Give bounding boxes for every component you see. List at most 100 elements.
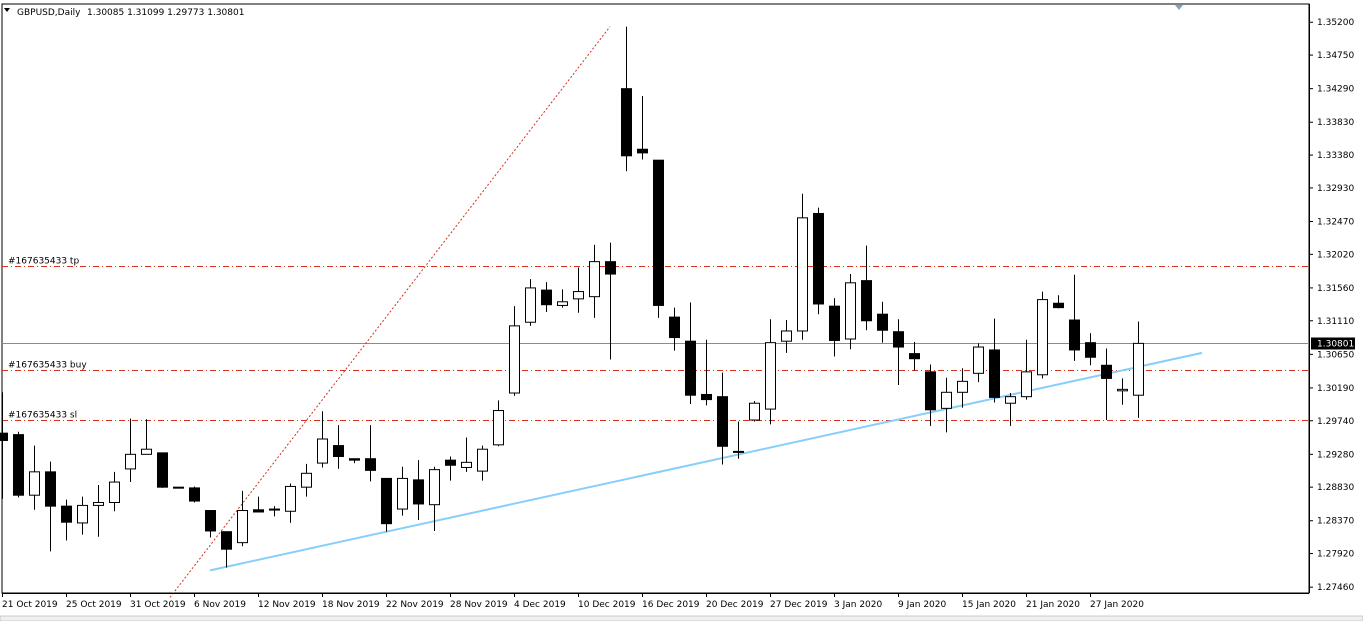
candle <box>637 95 648 160</box>
order-level-label: #167635433 buy <box>8 361 87 371</box>
candle <box>733 421 744 459</box>
candle-body <box>941 391 952 409</box>
candle-body <box>93 501 104 506</box>
time-tick-label: 4 Dec 2019 <box>514 600 566 610</box>
candle <box>397 466 408 516</box>
candle <box>717 372 728 465</box>
candle <box>221 531 232 568</box>
candle-body <box>173 486 184 489</box>
candle-body <box>1101 364 1112 379</box>
dropdown-triangle-icon[interactable] <box>4 8 10 12</box>
candle-body <box>861 280 872 322</box>
price-tick-label: 1.35200 <box>1317 18 1354 28</box>
candle-body <box>301 472 312 488</box>
candle-body <box>317 438 328 464</box>
candle <box>973 343 984 383</box>
candle-body <box>989 349 1000 398</box>
price-tick-label: 1.31110 <box>1317 317 1354 327</box>
trendline[interactable] <box>209 351 1203 572</box>
price-axis[interactable]: 1.35200 1.34750 1.34290 1.33830 1.33380 1.329… <box>1309 4 1355 593</box>
time-tick-label: 27 Dec 2019 <box>770 600 828 610</box>
candle <box>685 302 696 404</box>
time-tick-label: 27 Jan 2020 <box>1090 600 1144 610</box>
candle <box>925 364 936 426</box>
bottom-scrollbar[interactable] <box>0 615 1363 621</box>
candle <box>237 490 248 547</box>
candle-body <box>269 508 280 511</box>
candle-body <box>365 458 376 471</box>
time-axis[interactable]: 21 Oct 2019 25 Oct 2019 31 Oct 2019 6 Nov 2… <box>0 593 1363 621</box>
time-tick-label: 21 Jan 2020 <box>1026 600 1080 610</box>
price-tick-label: 1.34290 <box>1317 85 1354 95</box>
candle-body <box>1085 342 1096 358</box>
candle <box>1117 378 1128 405</box>
price-tick-label: 1.27920 <box>1317 550 1354 560</box>
time-tick-label: 28 Nov 2019 <box>450 600 508 610</box>
time-tick-label: 9 Jan 2020 <box>898 600 946 610</box>
candle-body <box>797 217 808 332</box>
candle-body <box>829 305 840 341</box>
candle <box>1021 339 1032 400</box>
candle-body <box>845 282 856 340</box>
candle-body <box>125 453 136 470</box>
candle-body <box>541 289 552 306</box>
candle <box>61 499 72 541</box>
candle-body <box>813 212 824 305</box>
candle-body <box>253 509 264 513</box>
shift-marker-icon[interactable] <box>1175 5 1183 10</box>
time-tick-label: 18 Nov 2019 <box>322 600 380 610</box>
candle-body <box>221 531 232 550</box>
candle-body <box>1021 371 1032 398</box>
candle <box>781 320 792 353</box>
time-tick-label: 25 Oct 2019 <box>66 600 122 610</box>
candle-body <box>877 313 888 331</box>
candle-body <box>141 448 152 455</box>
candle-body <box>29 471 40 496</box>
drawn-lines <box>169 26 1203 598</box>
candle-body <box>381 477 392 525</box>
candle <box>1069 274 1080 361</box>
candle <box>365 425 376 482</box>
candle <box>93 484 104 537</box>
time-tick-label: 12 Nov 2019 <box>258 600 316 610</box>
candle <box>1101 348 1112 421</box>
candle <box>1037 291 1048 379</box>
symbol-label: GBPUSD,Daily <box>17 8 81 18</box>
candle <box>941 377 952 433</box>
candle <box>77 496 88 535</box>
candle-body <box>653 159 664 306</box>
time-tick-label: 15 Jan 2020 <box>962 600 1016 610</box>
candle <box>109 471 120 512</box>
candle <box>813 207 824 315</box>
price-tick-label: 1.34750 <box>1317 51 1354 61</box>
time-tick-label: 20 Dec 2019 <box>706 600 764 610</box>
candle-body <box>1069 319 1080 351</box>
price-tick-label: 1.33380 <box>1317 151 1354 161</box>
candle-body <box>781 330 792 342</box>
price-tick-label: 1.29280 <box>1317 450 1354 460</box>
candle <box>0 392 8 499</box>
candle <box>189 486 200 503</box>
candle-body <box>765 342 776 410</box>
candle <box>989 318 1000 403</box>
candle <box>525 279 536 326</box>
candle <box>445 456 456 481</box>
ohlc-readout: 1.30085 1.31099 1.29773 1.30801 <box>87 8 244 18</box>
candle-body <box>1117 388 1128 392</box>
candle-body <box>621 88 632 157</box>
candle-body <box>893 331 904 348</box>
candle-body <box>413 479 424 505</box>
candle <box>621 26 632 172</box>
candle-body <box>589 261 600 298</box>
candle <box>589 244 600 318</box>
price-tick-label: 1.32930 <box>1317 184 1354 194</box>
candle <box>29 445 40 510</box>
candle <box>845 274 856 350</box>
candle <box>157 452 168 488</box>
candle <box>285 483 296 523</box>
candle <box>605 242 616 360</box>
candle <box>701 339 712 406</box>
candle <box>269 506 280 517</box>
